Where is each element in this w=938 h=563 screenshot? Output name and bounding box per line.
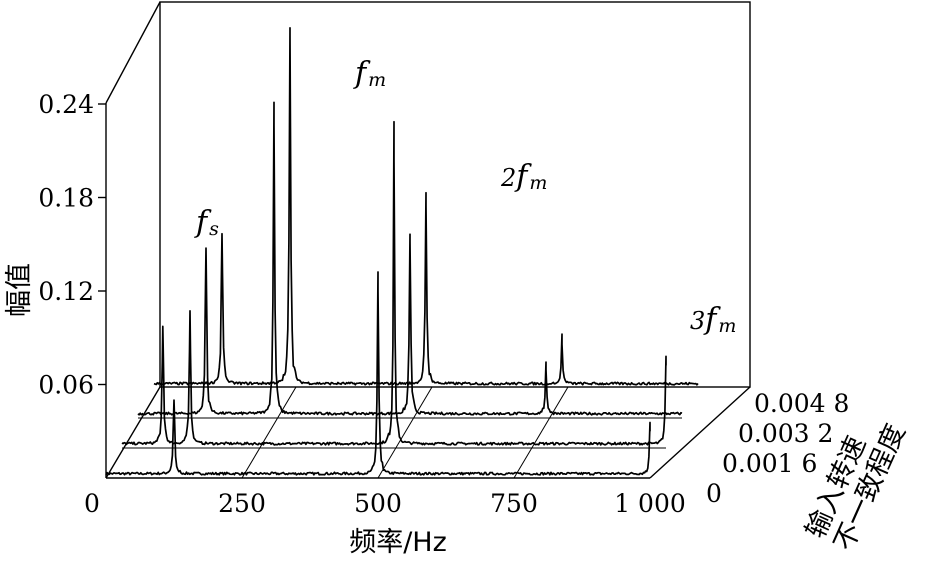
series-traces: [105, 27, 699, 476]
floor-grid-x-250: [241, 386, 297, 479]
series-trace-2: [137, 101, 683, 416]
floor-left-edge: [105, 386, 161, 479]
z-tick-label: 0.001 6: [722, 449, 817, 478]
x-tick-label: 500: [354, 489, 402, 518]
y-tick-label: 0.24: [38, 90, 94, 119]
tick-labels: 0.060.120.180.240 250 500 750 1 000 00.001 60…: [38, 90, 849, 518]
y-tick-label: 0.06: [38, 371, 94, 400]
series-trace-1: [121, 120, 667, 446]
y-tick-label: 0.18: [38, 184, 94, 213]
z-tick-label: 0.003 2: [738, 419, 833, 448]
x-tick-label: 1 000: [614, 489, 686, 518]
y-tick-label: 0.12: [38, 277, 94, 306]
series-trace-0: [105, 271, 651, 476]
floor-right-edge: [649, 386, 751, 479]
x-axis-label: 频率/Hz: [349, 527, 447, 558]
x-tick-label: 750: [490, 489, 538, 518]
3fm-annotation: 3f m: [690, 302, 736, 337]
2fm-annotation: 2f m: [500, 159, 547, 194]
floor-grid-x-500: [377, 386, 433, 479]
left-wall-top-edge: [105, 1, 161, 104]
z-tick-label: 0.004 8: [754, 389, 849, 418]
x-tick-label: 0: [84, 489, 100, 518]
y-axis-label: 幅值: [4, 263, 35, 317]
floor-grid-x-750: [513, 386, 569, 479]
back-wall: [159, 1, 751, 388]
z-tick-label: 0: [706, 479, 722, 508]
x-tick-label: 250: [218, 489, 266, 518]
axes-frame: [98, 1, 751, 479]
series-trace-3: [153, 27, 699, 386]
